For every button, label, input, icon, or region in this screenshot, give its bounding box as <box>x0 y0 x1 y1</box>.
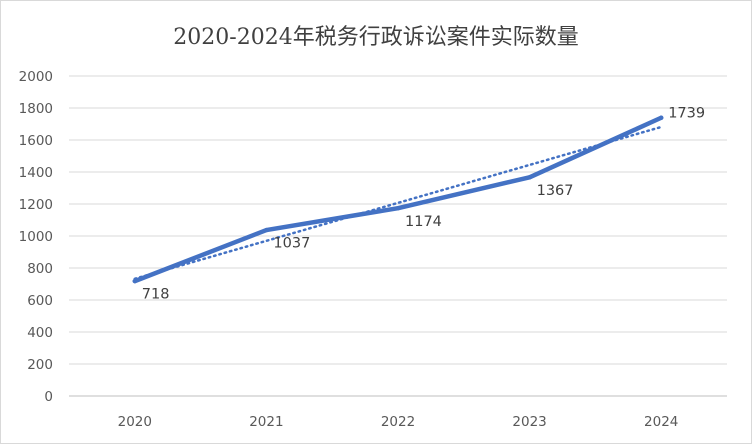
trendline <box>133 125 663 281</box>
data-point <box>132 278 137 284</box>
x-tick-label: 2023 <box>512 414 546 430</box>
trendline-layer <box>133 125 663 281</box>
data-point <box>395 205 401 211</box>
y-tick-label: 0 <box>44 389 53 405</box>
y-tick-label: 1200 <box>19 197 53 213</box>
data-label: 718 <box>142 287 170 303</box>
x-tick-label: 2020 <box>118 414 152 430</box>
y-tick-label: 200 <box>27 357 53 373</box>
data-point <box>659 115 664 120</box>
data-label: 1367 <box>537 183 574 199</box>
x-tick-label: 2021 <box>249 414 283 430</box>
y-tick-label: 2000 <box>19 69 53 85</box>
y-tick-label: 800 <box>27 261 53 277</box>
chart-title: 2020-2024年税务行政诉讼案件实际数量 <box>173 25 579 50</box>
data-label: 1037 <box>273 236 310 252</box>
x-tick-label: 2024 <box>644 414 678 430</box>
y-tick-label: 1000 <box>19 229 53 245</box>
gridlines <box>69 75 727 365</box>
y-tick-label: 400 <box>27 325 53 341</box>
y-tick-label: 600 <box>27 293 53 309</box>
y-tick-label: 1400 <box>19 165 53 181</box>
data-label: 1739 <box>668 105 705 121</box>
y-tick-label: 1800 <box>19 101 53 117</box>
data-labels: 718 1037 1174 1367 1739 <box>142 105 705 302</box>
axes: 0 200 400 600 800 1000 1200 1400 1600 1800 2000 202… <box>19 69 727 430</box>
y-tick-label: 1600 <box>19 133 53 149</box>
series-layer <box>132 115 664 284</box>
data-label: 1174 <box>405 214 442 230</box>
x-tick-label: 2022 <box>381 414 415 430</box>
data-point <box>264 227 269 233</box>
data-point <box>527 175 532 180</box>
